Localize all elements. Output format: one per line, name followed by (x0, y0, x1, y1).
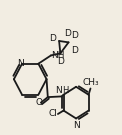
Text: D: D (58, 57, 64, 66)
Text: N: N (17, 58, 24, 68)
Text: O: O (35, 98, 42, 107)
Text: D: D (64, 28, 71, 38)
Text: NH: NH (52, 51, 65, 60)
Text: CH₃: CH₃ (82, 78, 99, 87)
Text: D: D (71, 46, 78, 55)
Text: D: D (49, 34, 56, 43)
Text: Cl: Cl (48, 109, 57, 119)
Text: D: D (71, 31, 78, 40)
Text: N: N (73, 121, 80, 129)
Text: H: H (62, 86, 68, 95)
Text: N: N (55, 86, 61, 95)
